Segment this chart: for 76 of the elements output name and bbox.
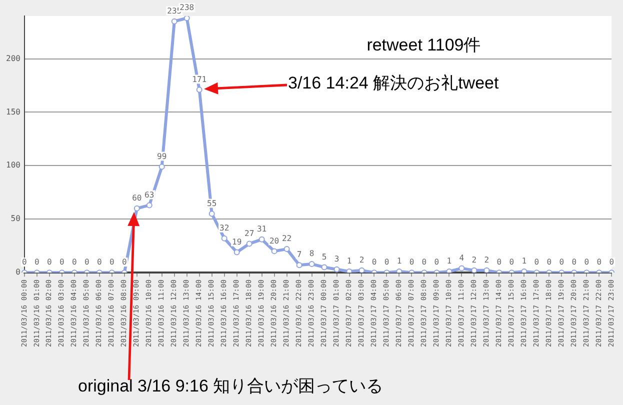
point <box>146 202 152 208</box>
data-label: 4 <box>459 253 464 262</box>
y-tick-label: 200 <box>6 54 21 63</box>
data-label: 1 <box>396 256 402 266</box>
point <box>234 249 240 256</box>
data-label: 8 <box>309 249 314 258</box>
data-label: 0 <box>509 258 514 267</box>
point <box>458 265 465 272</box>
point <box>471 267 478 273</box>
point <box>221 235 228 242</box>
data-label: 2 <box>359 256 364 265</box>
data-label: 1 <box>346 256 352 266</box>
data-label: 20 <box>269 236 280 246</box>
point <box>296 262 302 268</box>
data-label: 31 <box>256 224 267 234</box>
point <box>208 210 215 217</box>
point <box>196 86 202 93</box>
data-label: 171 <box>192 74 207 84</box>
data-label: 1 <box>446 256 452 266</box>
data-label: 0 <box>596 258 602 267</box>
data-label: 0 <box>60 258 65 267</box>
data-label: 3 <box>334 254 340 264</box>
point <box>271 248 278 254</box>
annotation: 3/16 14:24 解決のお礼tweet <box>288 74 499 93</box>
data-label: 0 <box>84 258 90 267</box>
y-tick-label: 150 <box>6 107 21 116</box>
data-label: 0 <box>609 258 614 267</box>
data-label: 22 <box>282 234 292 244</box>
data-label: 0 <box>47 258 52 267</box>
point <box>308 261 315 268</box>
point <box>334 266 340 272</box>
data-label: 99 <box>157 152 167 161</box>
data-label: 0 <box>109 258 114 267</box>
point <box>246 240 252 247</box>
data-label: 0 <box>384 258 390 267</box>
data-label: 0 <box>559 258 564 267</box>
data-label: 0 <box>34 258 40 267</box>
point <box>258 236 265 242</box>
point <box>171 18 178 24</box>
point <box>321 264 328 270</box>
data-label: 2 <box>484 256 490 265</box>
data-label: 0 <box>534 258 540 267</box>
y-tick-label: 100 <box>6 160 21 170</box>
point <box>134 205 140 212</box>
data-label: 27 <box>244 228 254 238</box>
annotation: retweet 1109件 <box>366 36 481 55</box>
data-label: 5 <box>322 252 327 262</box>
data-label: 0 <box>572 258 577 267</box>
data-label: 63 <box>144 190 154 200</box>
data-label: 0 <box>122 258 127 267</box>
data-label: 0 <box>422 258 427 267</box>
data-label: 0 <box>22 258 28 267</box>
data-label: 0 <box>546 258 552 267</box>
point <box>158 164 165 170</box>
data-label: 19 <box>232 237 242 246</box>
y-tick-label: 50 <box>10 214 21 224</box>
data-label: 0 <box>372 258 377 267</box>
data-label: 0 <box>72 258 78 267</box>
data-label: 32 <box>220 223 230 232</box>
data-label: 0 <box>434 258 440 267</box>
text: original 3/16 9:16 知り合いが困っている <box>78 376 384 396</box>
point <box>484 267 490 273</box>
data-label: 2 <box>472 256 477 265</box>
data-label: 1 <box>522 256 527 266</box>
data-label: 0 <box>496 258 502 267</box>
data-label: 238 <box>180 3 194 12</box>
data-label: 60 <box>132 194 142 203</box>
data-label: 55 <box>207 198 217 208</box>
data-label: 0 <box>409 258 414 267</box>
point <box>284 246 290 252</box>
y-tick-label: 0 <box>16 268 21 277</box>
point <box>358 267 365 273</box>
data-label: 0 <box>584 258 590 267</box>
point <box>184 16 190 22</box>
data-label: 0 <box>96 258 102 267</box>
data-label: 7 <box>296 250 302 260</box>
